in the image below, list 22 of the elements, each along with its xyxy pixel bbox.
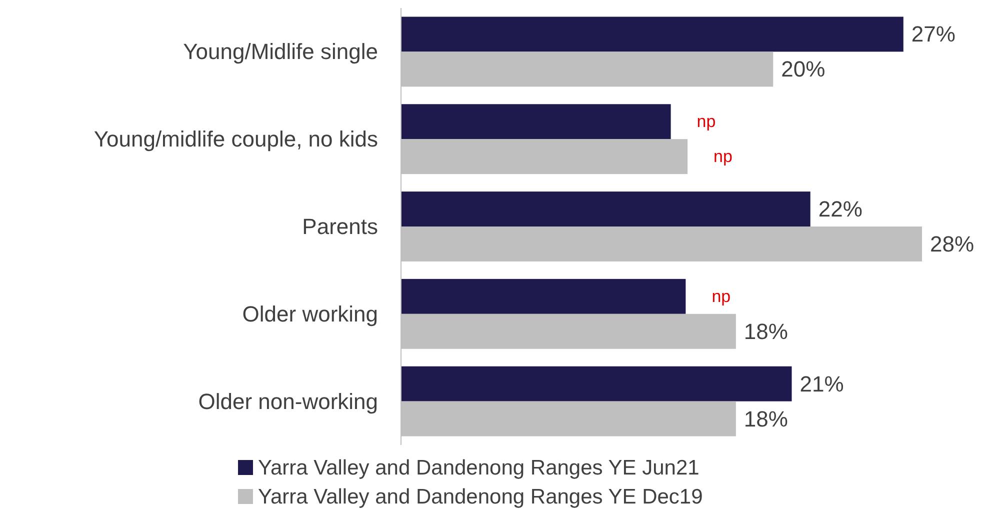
data-label: 22% <box>818 196 862 222</box>
bar <box>401 278 686 314</box>
legend-label: Yarra Valley and Dandenong Ranges YE Dec19 <box>258 486 703 508</box>
data-label: 20% <box>781 56 826 82</box>
data-label: 27% <box>911 22 956 47</box>
y-tick-label: Young/midlife couple, no kids <box>94 126 378 152</box>
data-label: np <box>712 286 731 306</box>
bar <box>401 104 671 140</box>
data-label: 18% <box>744 406 788 432</box>
data-label: np <box>714 147 732 166</box>
y-tick-label: Older working <box>242 301 378 326</box>
data-label: 18% <box>744 318 788 344</box>
legend-label: Yarra Valley and Dandenong Ranges YE Jun21 <box>258 456 700 480</box>
data-label: np <box>696 112 716 132</box>
y-tick-label: Young/Midlife single <box>183 39 378 64</box>
data-label: 21% <box>800 371 844 396</box>
bar <box>401 366 792 402</box>
y-tick-label: Older non-working <box>198 388 378 414</box>
bar <box>401 192 810 226</box>
bar <box>401 16 904 52</box>
y-tick-label: Parents <box>302 214 378 239</box>
data-label: 28% <box>930 231 974 256</box>
